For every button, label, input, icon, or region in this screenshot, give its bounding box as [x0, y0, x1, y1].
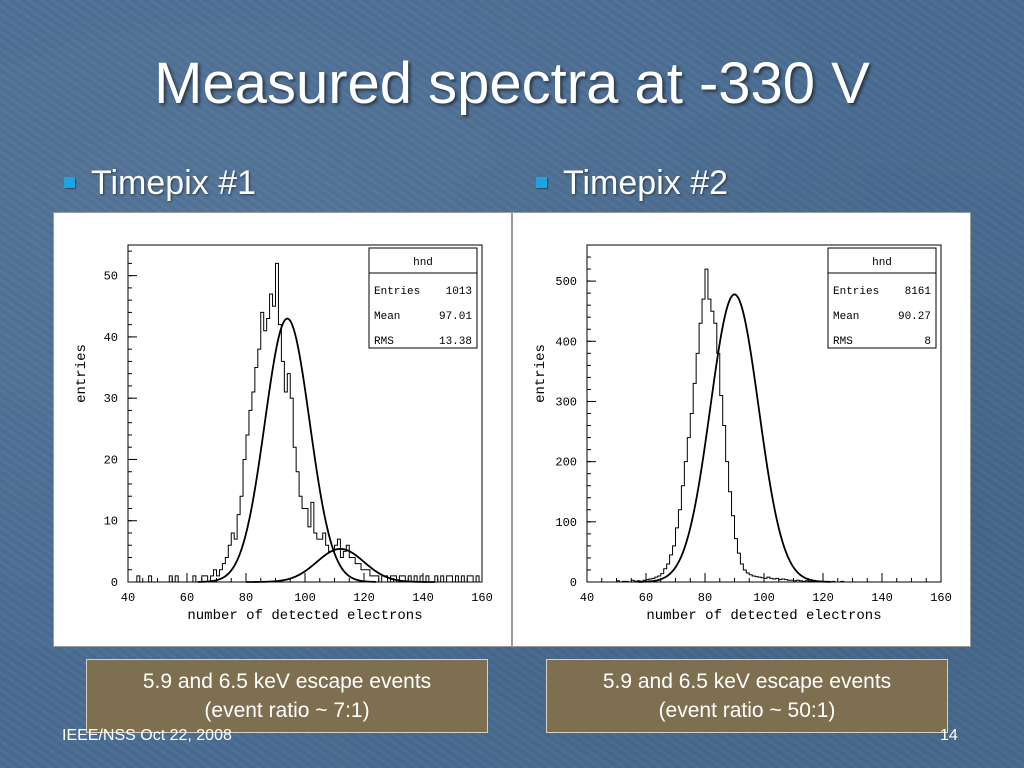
stats-title: hnd: [413, 257, 433, 269]
y-axis-label: entries: [533, 344, 549, 403]
page-number: 14: [940, 727, 958, 744]
y-tick-label: 300: [555, 395, 577, 409]
stats-value: 1013: [446, 286, 472, 298]
y-tick-label: 10: [104, 515, 118, 529]
y-tick-label: 100: [555, 516, 577, 530]
x-tick-label: 40: [580, 591, 594, 605]
gaussian-fit-curve: [637, 293, 831, 583]
histogram-series: [616, 268, 856, 583]
stats-value: 13.38: [439, 336, 472, 348]
x-tick-label: 80: [698, 591, 712, 605]
caption-box-1: 5.9 and 6.5 keV escape events (event rat…: [86, 659, 488, 733]
gaussian-fit-curve: [245, 548, 435, 583]
stats-value: 8: [924, 336, 931, 348]
bullet-timepix-2: Timepix #2: [536, 164, 728, 203]
x-tick-label: 120: [812, 591, 834, 605]
y-tick-label: 0: [570, 576, 577, 590]
x-tick-label: 100: [753, 591, 775, 605]
square-bullet-icon: [536, 176, 547, 188]
stats-box: [827, 247, 937, 349]
x-tick-label: 100: [294, 591, 316, 605]
x-tick-label: 80: [239, 591, 253, 605]
stats-label: Entries: [374, 286, 420, 298]
y-tick-label: 40: [104, 331, 118, 345]
stats-value: 97.01: [439, 311, 472, 323]
caption-line-1: 5.9 and 6.5 keV escape events: [602, 670, 892, 693]
chart-panel-2: 40 60 80 100 120 140 160 0 100 200 300 400 500 number…: [512, 212, 971, 647]
stats-value: 8161: [905, 286, 932, 298]
caption-box-2: 5.9 and 6.5 keV escape events (event rat…: [546, 659, 948, 733]
stats-title: hnd: [872, 257, 892, 269]
square-bullet-icon: [64, 176, 75, 188]
stats-label: Mean: [833, 311, 859, 323]
caption-line-1: 5.9 and 6.5 keV escape events: [142, 670, 432, 693]
y-axis-label: entries: [74, 344, 90, 403]
x-axis-label: number of detected electrons: [187, 608, 422, 624]
stats-label: Entries: [833, 286, 879, 298]
caption-line-2: (event ratio ~ 50:1): [658, 699, 836, 722]
x-tick-label: 160: [471, 591, 493, 605]
chart-panel-1: 40 60 80 100 120 140 160 0 10 20 30 40 50 number of d…: [53, 212, 512, 647]
y-tick-label: 50: [104, 270, 118, 284]
stats-value: 90.27: [898, 311, 931, 323]
x-tick-label: 160: [930, 591, 952, 605]
stats-box: [368, 247, 478, 349]
x-tick-label: 60: [180, 591, 194, 605]
y-tick-label: 0: [111, 576, 118, 590]
y-tick-label: 400: [555, 335, 577, 349]
bullet-label: Timepix #1: [91, 164, 257, 202]
x-tick-label: 60: [639, 591, 653, 605]
y-tick-label: 20: [104, 453, 118, 467]
bullet-label: Timepix #2: [563, 164, 729, 202]
footer-text: IEEE/NSS Oct 22, 2008: [62, 727, 232, 744]
x-tick-label: 140: [871, 591, 893, 605]
x-tick-label: 120: [353, 591, 375, 605]
y-tick-label: 500: [555, 275, 577, 289]
slide-title: Measured spectra at -330 V: [154, 51, 870, 116]
histogram-chart-2: 40 60 80 100 120 140 160 0 100 200 300 400 500 number…: [533, 244, 952, 624]
gaussian-fit-curve: [197, 317, 377, 583]
bullet-timepix-1: Timepix #1: [64, 164, 256, 203]
x-tick-label: 140: [412, 591, 434, 605]
x-tick-label: 40: [121, 591, 135, 605]
y-tick-label: 30: [104, 392, 118, 406]
stats-label: RMS: [833, 336, 853, 348]
x-axis-label: number of detected electrons: [646, 608, 881, 624]
caption-line-2: (event ratio ~ 7:1): [204, 699, 370, 722]
stats-label: Mean: [374, 311, 400, 323]
histogram-chart-1: 40 60 80 100 120 140 160 0 10 20 30 40 50 number of d…: [74, 244, 493, 624]
stats-label: RMS: [374, 336, 394, 348]
y-tick-label: 200: [555, 456, 577, 470]
